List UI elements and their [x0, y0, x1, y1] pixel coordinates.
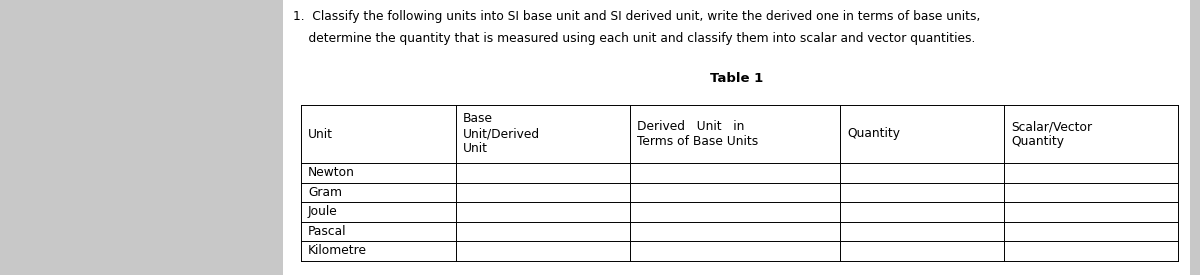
Text: Derived   Unit   in
Terms of Base Units: Derived Unit in Terms of Base Units — [637, 120, 758, 148]
Text: Joule: Joule — [308, 205, 337, 218]
Text: Table 1: Table 1 — [710, 72, 763, 85]
Text: Kilometre: Kilometre — [308, 244, 367, 257]
Text: Quantity: Quantity — [847, 128, 900, 141]
Text: 1.  Classify the following units into SI base unit and SI derived unit, write th: 1. Classify the following units into SI … — [293, 10, 980, 23]
Text: Scalar/Vector
Quantity: Scalar/Vector Quantity — [1012, 120, 1092, 148]
Text: Newton: Newton — [308, 166, 355, 179]
Text: Gram: Gram — [308, 186, 342, 199]
Bar — [283, 0, 1190, 275]
Text: determine the quantity that is measured using each unit and classify them into s: determine the quantity that is measured … — [293, 32, 976, 45]
Text: Base
Unit/Derived
Unit: Base Unit/Derived Unit — [463, 112, 540, 155]
Text: Pascal: Pascal — [308, 225, 347, 238]
Text: Unit: Unit — [308, 128, 334, 141]
